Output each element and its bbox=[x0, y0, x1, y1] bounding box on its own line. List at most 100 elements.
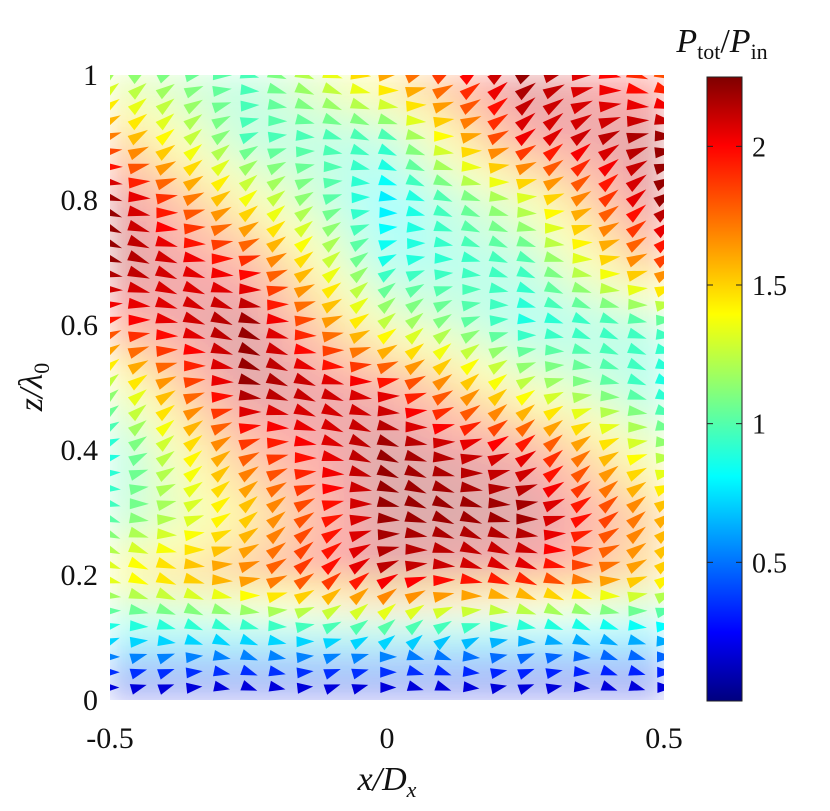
power-arrow bbox=[488, 266, 509, 278]
colorbar-ticks: 0.5 1 1.5 2 bbox=[707, 132, 787, 579]
power-arrow bbox=[183, 515, 205, 527]
colorbar-title-num-sub: tot bbox=[697, 39, 720, 64]
power-arrow bbox=[544, 328, 564, 339]
power-arrow bbox=[239, 117, 260, 128]
power-arrow bbox=[626, 75, 649, 80]
power-arrow bbox=[156, 75, 170, 84]
power-arrow bbox=[433, 620, 452, 635]
power-arrow bbox=[240, 590, 261, 602]
power-arrow bbox=[517, 313, 537, 325]
power-arrow bbox=[489, 637, 508, 649]
power-arrow bbox=[489, 604, 510, 616]
power-arrow bbox=[156, 500, 177, 511]
power-arrow bbox=[433, 159, 454, 171]
power-arrow bbox=[238, 527, 259, 544]
power-arrow bbox=[570, 191, 592, 207]
power-arrow bbox=[350, 375, 373, 387]
power-arrow bbox=[515, 161, 537, 176]
power-arrow bbox=[626, 526, 646, 545]
power-arrow bbox=[488, 588, 510, 599]
power-arrow bbox=[654, 130, 664, 142]
power-arrow bbox=[157, 514, 177, 526]
power-arrow bbox=[238, 480, 259, 499]
power-arrow bbox=[654, 113, 664, 125]
power-arrow bbox=[351, 653, 369, 665]
power-arrow bbox=[155, 296, 178, 309]
power-arrow bbox=[182, 296, 206, 310]
x-axis-label-main: x/D bbox=[357, 761, 408, 798]
colorbar-title-den: P bbox=[729, 23, 751, 60]
power-arrow bbox=[349, 282, 369, 299]
power-arrow bbox=[599, 282, 620, 294]
power-arrow bbox=[655, 343, 664, 354]
colorbar-tick-label: 0.5 bbox=[752, 548, 787, 579]
power-arrow bbox=[653, 270, 664, 284]
power-arrow bbox=[487, 526, 511, 539]
power-arrow bbox=[543, 176, 564, 192]
power-arrow bbox=[185, 667, 203, 679]
power-arrow bbox=[322, 345, 345, 357]
power-arrow bbox=[515, 499, 539, 511]
power-arrow bbox=[516, 235, 537, 247]
power-arrow bbox=[211, 574, 233, 586]
power-arrow bbox=[110, 607, 122, 615]
power-arrow bbox=[572, 359, 592, 371]
power-arrow bbox=[627, 342, 647, 355]
power-arrow bbox=[463, 681, 480, 693]
power-arrow bbox=[459, 557, 483, 569]
power-arrow bbox=[267, 82, 287, 94]
power-arrow bbox=[461, 146, 482, 158]
power-arrow bbox=[378, 84, 399, 96]
power-arrow bbox=[434, 269, 454, 281]
power-arrow bbox=[600, 680, 618, 691]
power-arrow bbox=[295, 129, 315, 141]
power-arrow bbox=[183, 602, 204, 616]
power-arrow bbox=[404, 343, 425, 361]
power-arrow bbox=[598, 144, 620, 162]
power-arrow bbox=[488, 250, 508, 263]
power-arrow bbox=[488, 359, 508, 375]
power-arrow bbox=[321, 418, 344, 433]
power-arrow bbox=[487, 572, 510, 585]
power-arrow bbox=[322, 194, 343, 205]
power-arrow bbox=[265, 357, 289, 371]
power-arrow bbox=[432, 465, 455, 477]
power-arrow bbox=[323, 638, 342, 649]
power-arrow bbox=[461, 267, 481, 279]
power-arrow bbox=[349, 313, 370, 330]
power-arrow bbox=[459, 525, 483, 540]
power-arrow bbox=[600, 664, 618, 676]
power-arrow bbox=[432, 526, 455, 539]
power-arrow bbox=[294, 206, 314, 222]
power-arrow bbox=[516, 192, 538, 204]
power-arrow bbox=[625, 160, 648, 177]
power-arrow bbox=[432, 606, 454, 619]
power-arrow bbox=[110, 115, 121, 126]
power-arrow bbox=[351, 684, 369, 695]
power-arrow bbox=[129, 498, 149, 510]
power-arrow bbox=[238, 466, 259, 483]
power-arrow bbox=[323, 684, 341, 695]
power-arrow bbox=[517, 684, 535, 695]
power-arrow bbox=[183, 465, 203, 483]
power-arrow bbox=[571, 327, 592, 340]
power-arrow bbox=[461, 251, 481, 262]
y-tick-label: 0.4 bbox=[61, 434, 99, 467]
power-arrow bbox=[350, 636, 369, 650]
power-arrow bbox=[127, 163, 150, 175]
power-arrow bbox=[127, 374, 148, 391]
power-arrow bbox=[516, 603, 537, 615]
power-arrow bbox=[239, 406, 262, 418]
power-arrow bbox=[433, 204, 453, 217]
power-arrow bbox=[460, 467, 484, 479]
power-arrow bbox=[432, 451, 456, 463]
power-arrow bbox=[459, 75, 474, 85]
power-arrow bbox=[542, 449, 563, 468]
power-arrow bbox=[182, 311, 206, 325]
power-arrow bbox=[653, 515, 664, 529]
power-arrow bbox=[544, 634, 564, 645]
power-arrow bbox=[377, 159, 397, 171]
power-arrow bbox=[490, 668, 508, 679]
power-arrow bbox=[628, 619, 647, 631]
power-arrow bbox=[268, 115, 288, 127]
